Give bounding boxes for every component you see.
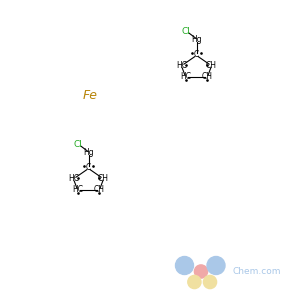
- Text: CH: CH: [98, 174, 109, 183]
- Text: CH: CH: [202, 72, 213, 81]
- Text: CH: CH: [206, 61, 217, 70]
- Text: C: C: [194, 50, 199, 59]
- Circle shape: [188, 275, 201, 289]
- Circle shape: [176, 256, 194, 274]
- Text: Fe: Fe: [82, 89, 98, 103]
- Circle shape: [194, 265, 208, 278]
- Text: Hg: Hg: [191, 35, 202, 44]
- Text: HC: HC: [72, 185, 83, 194]
- Circle shape: [207, 256, 225, 274]
- Text: C: C: [86, 164, 91, 172]
- Text: HC: HC: [68, 174, 79, 183]
- Circle shape: [203, 275, 217, 289]
- Text: Cl: Cl: [74, 140, 83, 149]
- Text: Chem.com: Chem.com: [232, 267, 281, 276]
- Text: CH: CH: [94, 185, 105, 194]
- Text: Cl: Cl: [182, 27, 191, 36]
- Text: Hg: Hg: [83, 148, 94, 158]
- Text: HC: HC: [180, 72, 191, 81]
- Text: HC: HC: [176, 61, 187, 70]
